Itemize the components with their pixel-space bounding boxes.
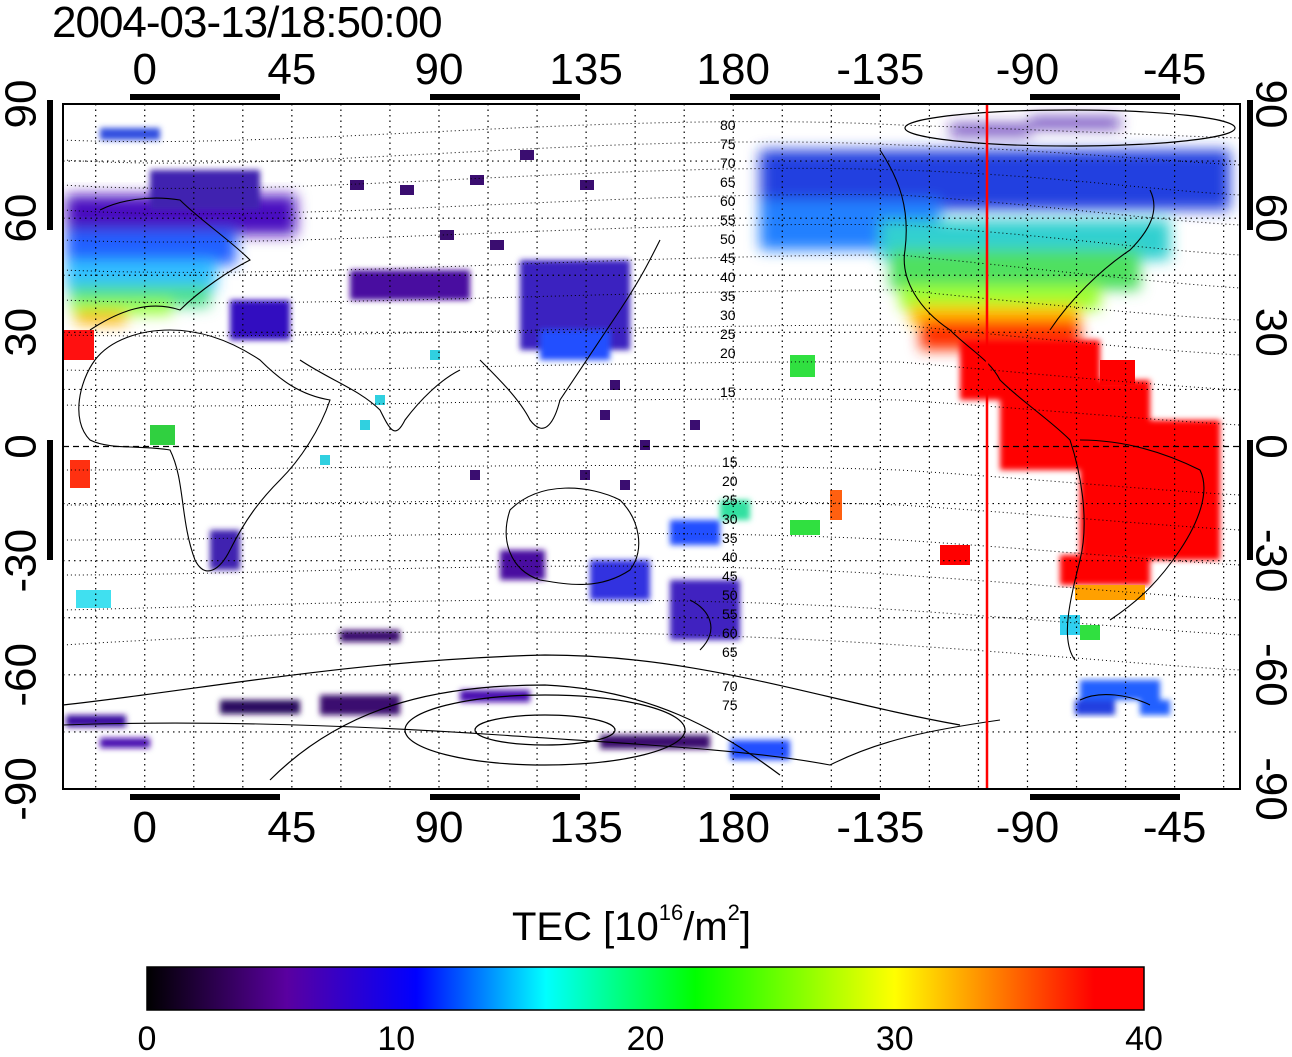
y-tick-label-right: 30 <box>1247 308 1292 357</box>
x-tick-label-bottom: -90 <box>996 803 1060 852</box>
colorbar-label-unit: /m <box>683 905 728 949</box>
contour-label: 60 <box>720 193 736 209</box>
contour-label: 15 <box>720 384 736 400</box>
x-tick-label-top: -90 <box>996 45 1060 94</box>
x-tick-label-bottom: 0 <box>132 803 156 852</box>
y-tick-label-right: -90 <box>1247 757 1292 821</box>
map-plot-area: 80 75 70 65 60 55 50 45 40 35 30 25 20 15 15 20 25 30 35 4… <box>47 94 1253 800</box>
contour-label: 25 <box>720 326 736 342</box>
colorbar-label-unit-exponent: 2 <box>727 899 740 925</box>
y-tick-label-right: -60 <box>1247 643 1292 707</box>
colorbar-tick-label: 20 <box>627 1020 665 1057</box>
x-tick-label-bottom: 45 <box>267 803 316 852</box>
colorbar-label-main: TEC [10 <box>512 905 659 949</box>
contour-label: 30 <box>720 307 736 323</box>
x-tick-label-bottom: 90 <box>415 803 464 852</box>
colorbar-tick-label: 10 <box>377 1020 415 1057</box>
contour-label: 30 <box>722 511 738 527</box>
contour-label: 70 <box>720 155 736 171</box>
contour-label: 55 <box>720 212 736 228</box>
tec-region-north-america <box>760 118 1230 350</box>
x-tick-label-bottom: -135 <box>836 803 924 852</box>
contour-label: 65 <box>720 174 736 190</box>
x-tick-label-top: 0 <box>132 45 156 94</box>
magnetic-latitude-contours <box>63 121 1240 671</box>
contour-label: 45 <box>720 250 736 266</box>
y-tick-label-right: 0 <box>1247 434 1292 458</box>
y-axis-left-ticks: 90 60 30 0 -30 -60 -90 <box>0 80 45 821</box>
x-axis-bottom-ticks: 0 45 90 135 180 -135 -90 -45 <box>132 803 1206 852</box>
x-tick-label-top: -135 <box>836 45 924 94</box>
y-axis-right-ticks: 90 60 30 0 -30 -60 -90 <box>1247 80 1292 821</box>
x-tick-label-top: 135 <box>549 45 622 94</box>
y-tick-label-left: 0 <box>0 434 45 458</box>
tec-scatter-cyan <box>320 350 440 465</box>
tec-region-pacific-green <box>790 355 842 535</box>
colorbar-tick-label: 40 <box>1125 1020 1163 1057</box>
timestamp-title: 2004-03-13/18:50:00 <box>52 0 443 47</box>
x-tick-label-top: 180 <box>697 45 770 94</box>
contour-label: 45 <box>722 568 738 584</box>
y-tick-label-left: -90 <box>0 757 45 821</box>
contour-label: 80 <box>720 117 736 133</box>
y-tick-label-left: -30 <box>0 529 45 593</box>
magnetic-pole-contours <box>63 109 1236 781</box>
contour-label: 75 <box>722 697 738 713</box>
contour-label: 35 <box>722 530 738 546</box>
colorbar-tick-label: 0 <box>138 1020 157 1057</box>
x-tick-label-bottom: 180 <box>697 803 770 852</box>
coastlines <box>63 149 1205 766</box>
contour-label: 75 <box>720 136 736 152</box>
contour-label: 20 <box>722 473 738 489</box>
contour-label: 60 <box>722 625 738 641</box>
contour-label: 65 <box>722 644 738 660</box>
colorbar: 0 10 20 30 40 <box>138 966 1163 1057</box>
x-tick-label-top: 90 <box>415 45 464 94</box>
contour-label: 35 <box>720 288 736 304</box>
contour-label: 40 <box>722 549 738 565</box>
x-tick-label-top: 45 <box>267 45 316 94</box>
graticule-grid <box>63 104 1240 789</box>
contour-labels-north: 80 75 70 65 60 55 50 45 40 35 30 25 20 15 <box>720 117 736 400</box>
map-frame <box>62 103 1241 790</box>
tec-region-africa-west <box>64 330 175 608</box>
contour-label: 20 <box>720 345 736 361</box>
y-tick-label-left: 60 <box>0 194 45 243</box>
frame-bars <box>47 94 1253 800</box>
tec-region-russia <box>100 128 750 640</box>
y-tick-label-left: 90 <box>0 80 45 129</box>
contour-label: 15 <box>722 454 738 470</box>
y-tick-label-left: 30 <box>0 308 45 357</box>
contour-label: 55 <box>722 606 738 622</box>
x-tick-label-top: -45 <box>1143 45 1207 94</box>
y-tick-label-right: -30 <box>1247 529 1292 593</box>
contour-labels-south: 15 20 25 30 35 40 45 50 55 60 65 70 75 <box>722 454 738 713</box>
contour-label: 50 <box>722 587 738 603</box>
colorbar-label-exponent: 16 <box>658 899 684 925</box>
contour-label: 25 <box>722 492 738 508</box>
colorbar-label-close: ] <box>739 905 752 949</box>
contour-label: 50 <box>720 231 736 247</box>
colorbar-gradient <box>146 966 1145 1011</box>
y-tick-label-right: 60 <box>1247 194 1292 243</box>
x-tick-label-bottom: 135 <box>549 803 622 852</box>
colorbar-label: TEC [1016/m2] <box>512 900 752 950</box>
y-tick-label-left: -60 <box>0 643 45 707</box>
x-tick-label-bottom: -45 <box>1143 803 1207 852</box>
y-tick-label-right: 90 <box>1247 80 1292 129</box>
colorbar-tick-label: 30 <box>876 1020 914 1057</box>
contour-label: 40 <box>720 269 736 285</box>
x-axis-top-ticks: 0 45 90 135 180 -135 -90 -45 <box>132 45 1206 94</box>
contour-label: 70 <box>722 678 738 694</box>
colorbar-ticks: 0 10 20 30 40 <box>138 1020 1163 1057</box>
